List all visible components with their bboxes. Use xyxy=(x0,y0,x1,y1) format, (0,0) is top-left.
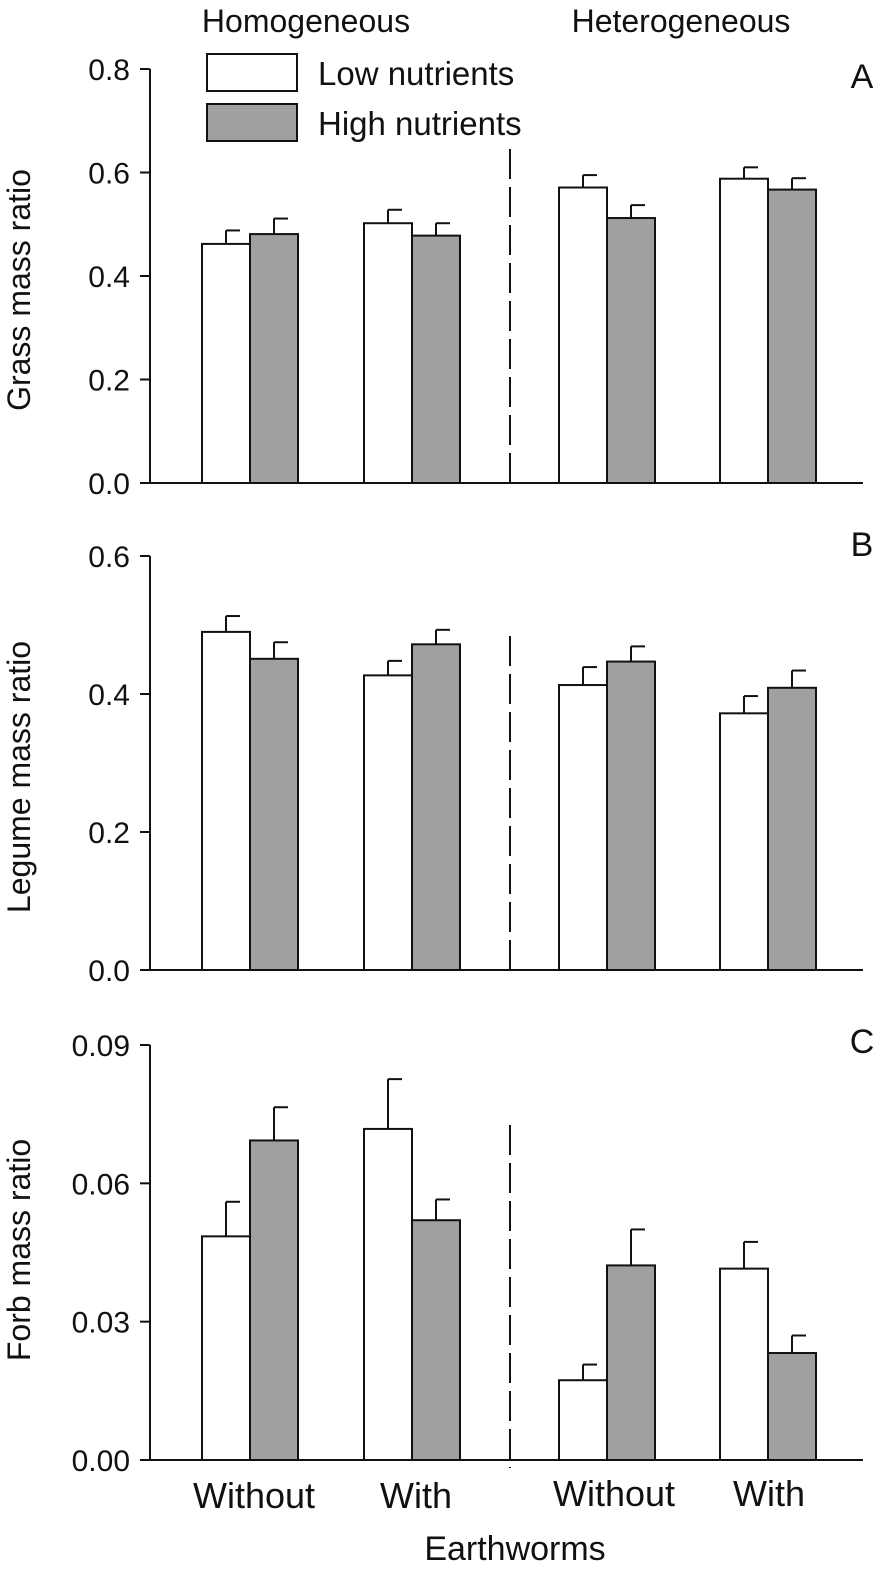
panel-letter: B xyxy=(851,526,874,564)
bar-low-nutrients xyxy=(719,1267,769,1462)
x-category-label: Without xyxy=(193,1475,315,1516)
y-tick-label: 0.00 xyxy=(72,1445,130,1478)
panel-b: 0.0 0.2 0.4 0.6 Legume mass ratio B xyxy=(1,526,873,988)
bar-low-nutrients xyxy=(201,1235,251,1461)
legend-label-low: Low nutrients xyxy=(318,55,514,92)
y-axis-title: Grass mass ratio xyxy=(1,169,37,411)
panel-letter: A xyxy=(851,58,874,96)
header-homogeneous: Homogeneous xyxy=(202,3,410,39)
bar-low-nutrients xyxy=(558,1379,608,1462)
y-tick-label: 0.4 xyxy=(88,261,130,294)
y-tick-label: 0.2 xyxy=(88,817,130,850)
y-tick-label: 0.8 xyxy=(88,54,130,87)
bar-high-nutrients xyxy=(249,1139,299,1461)
bar-high-nutrients xyxy=(249,233,299,484)
x-category-label: With xyxy=(733,1473,805,1514)
panel-c: 0.00 0.03 0.06 0.09 Forb mass ratio C xyxy=(1,1023,874,1478)
y-tick-label: 0.2 xyxy=(88,365,130,398)
bar-low-nutrients xyxy=(201,242,251,484)
bar-high-nutrients xyxy=(249,657,299,971)
bar-low-nutrients xyxy=(363,1127,413,1462)
y-tick-label: 0.6 xyxy=(88,158,130,191)
y-tick-label: 0.0 xyxy=(88,955,130,988)
y-tick-label: 0.4 xyxy=(88,679,130,712)
panel-letter: C xyxy=(850,1023,875,1061)
bar-high-nutrients xyxy=(606,660,656,971)
header-heterogeneous: Heterogeneous xyxy=(572,3,791,39)
x-axis-title: Earthworms xyxy=(424,1530,605,1568)
x-axis-categories: Without With Without With xyxy=(193,1473,805,1516)
y-tick-label: 0.03 xyxy=(72,1307,130,1340)
bar-low-nutrients xyxy=(719,177,769,485)
y-tick-label: 0.0 xyxy=(88,468,130,501)
bar-low-nutrients xyxy=(719,712,769,971)
panel-a: 0.0 0.2 0.4 0.6 0.8 Grass mass ratio A xyxy=(1,54,874,501)
y-axis-title: Legume mass ratio xyxy=(1,641,37,913)
y-tick-label: 0.09 xyxy=(72,1030,130,1063)
y-axis-title: Forb mass ratio xyxy=(1,1139,37,1361)
bar-high-nutrients xyxy=(411,234,461,484)
bar-high-nutrients xyxy=(767,1352,817,1461)
legend-swatch-high xyxy=(206,103,298,142)
bar-high-nutrients xyxy=(767,686,817,971)
bar-high-nutrients xyxy=(606,1264,656,1462)
legend: Low nutrients High nutrients xyxy=(206,53,522,142)
bar-low-nutrients xyxy=(558,186,608,484)
bar-low-nutrients xyxy=(363,222,413,484)
y-tick-label: 0.6 xyxy=(88,541,130,574)
bar-high-nutrients xyxy=(411,643,461,971)
bar-low-nutrients xyxy=(558,684,608,972)
bar-low-nutrients xyxy=(363,674,413,971)
bar-low-nutrients xyxy=(201,630,251,972)
bar-high-nutrients xyxy=(411,1219,461,1461)
bar-high-nutrients xyxy=(767,188,817,484)
y-tick-label: 0.06 xyxy=(72,1168,130,1201)
legend-swatch-low xyxy=(206,53,298,92)
x-category-label: Without xyxy=(553,1473,675,1514)
bar-high-nutrients xyxy=(606,217,656,484)
x-category-label: With xyxy=(380,1475,452,1516)
legend-label-high: High nutrients xyxy=(318,105,522,142)
